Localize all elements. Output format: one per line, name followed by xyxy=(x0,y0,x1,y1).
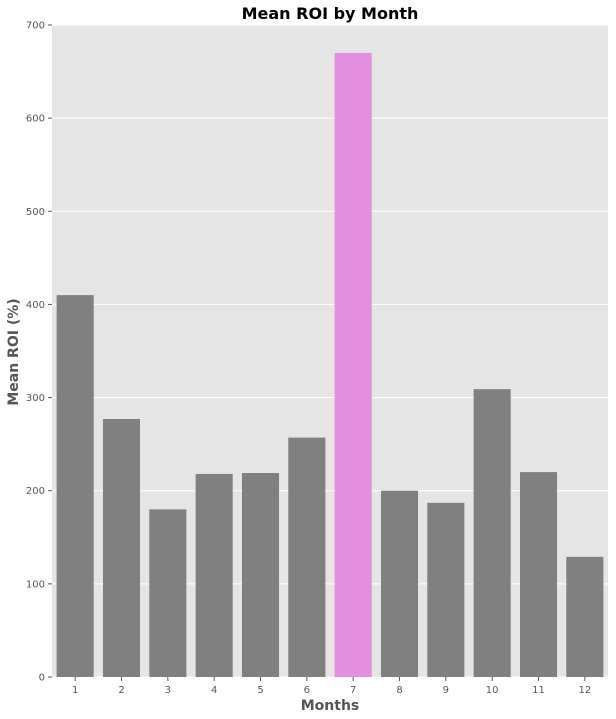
x-tick-label: 6 xyxy=(304,685,310,696)
bar-month-11 xyxy=(519,472,558,677)
x-ticks: 1 2 3 4 5 6 7 8 9 10 11 12 xyxy=(72,677,591,696)
x-tick-label: 9 xyxy=(443,685,449,696)
y-ticks: 0 100 200 300 400 500 600 700 xyxy=(26,21,52,684)
bar-month-9 xyxy=(427,502,465,677)
x-tick-label: 4 xyxy=(211,685,217,696)
x-tick-label: 1 xyxy=(72,685,78,696)
y-tick-label: 700 xyxy=(26,21,45,32)
bar-month-3 xyxy=(149,509,187,677)
x-tick-label: 3 xyxy=(165,685,171,696)
chart-title: Mean ROI by Month xyxy=(242,4,419,23)
y-tick-label: 100 xyxy=(26,579,45,590)
x-tick-label: 12 xyxy=(578,685,591,696)
y-tick-label: 500 xyxy=(26,207,45,218)
bar-month-1 xyxy=(56,295,94,677)
bars xyxy=(56,52,604,677)
x-axis-label: Months xyxy=(301,698,360,714)
bar-month-6 xyxy=(288,437,326,677)
bar-month-10 xyxy=(473,389,511,677)
bar-month-4 xyxy=(195,473,233,677)
bar-month-12 xyxy=(566,556,604,677)
x-tick-label: 8 xyxy=(396,685,402,696)
plot-background xyxy=(52,25,608,677)
bar-month-7 xyxy=(334,52,372,677)
bar-month-5 xyxy=(241,473,280,677)
bar-month-2 xyxy=(102,418,141,677)
y-axis-label: Mean ROI (%) xyxy=(6,298,22,405)
x-tick-label: 7 xyxy=(350,685,356,696)
gridlines xyxy=(52,24,608,678)
y-tick-label: 600 xyxy=(26,114,45,125)
x-tick-label: 2 xyxy=(118,685,124,696)
x-tick-label: 10 xyxy=(486,685,499,696)
bar-month-8 xyxy=(380,490,419,677)
y-tick-label: 200 xyxy=(26,486,45,497)
y-tick-label: 300 xyxy=(26,393,45,404)
x-tick-label: 5 xyxy=(257,685,263,696)
y-tick-label: 400 xyxy=(26,300,45,311)
y-tick-label: 0 xyxy=(39,673,45,684)
x-tick-label: 11 xyxy=(532,685,545,696)
